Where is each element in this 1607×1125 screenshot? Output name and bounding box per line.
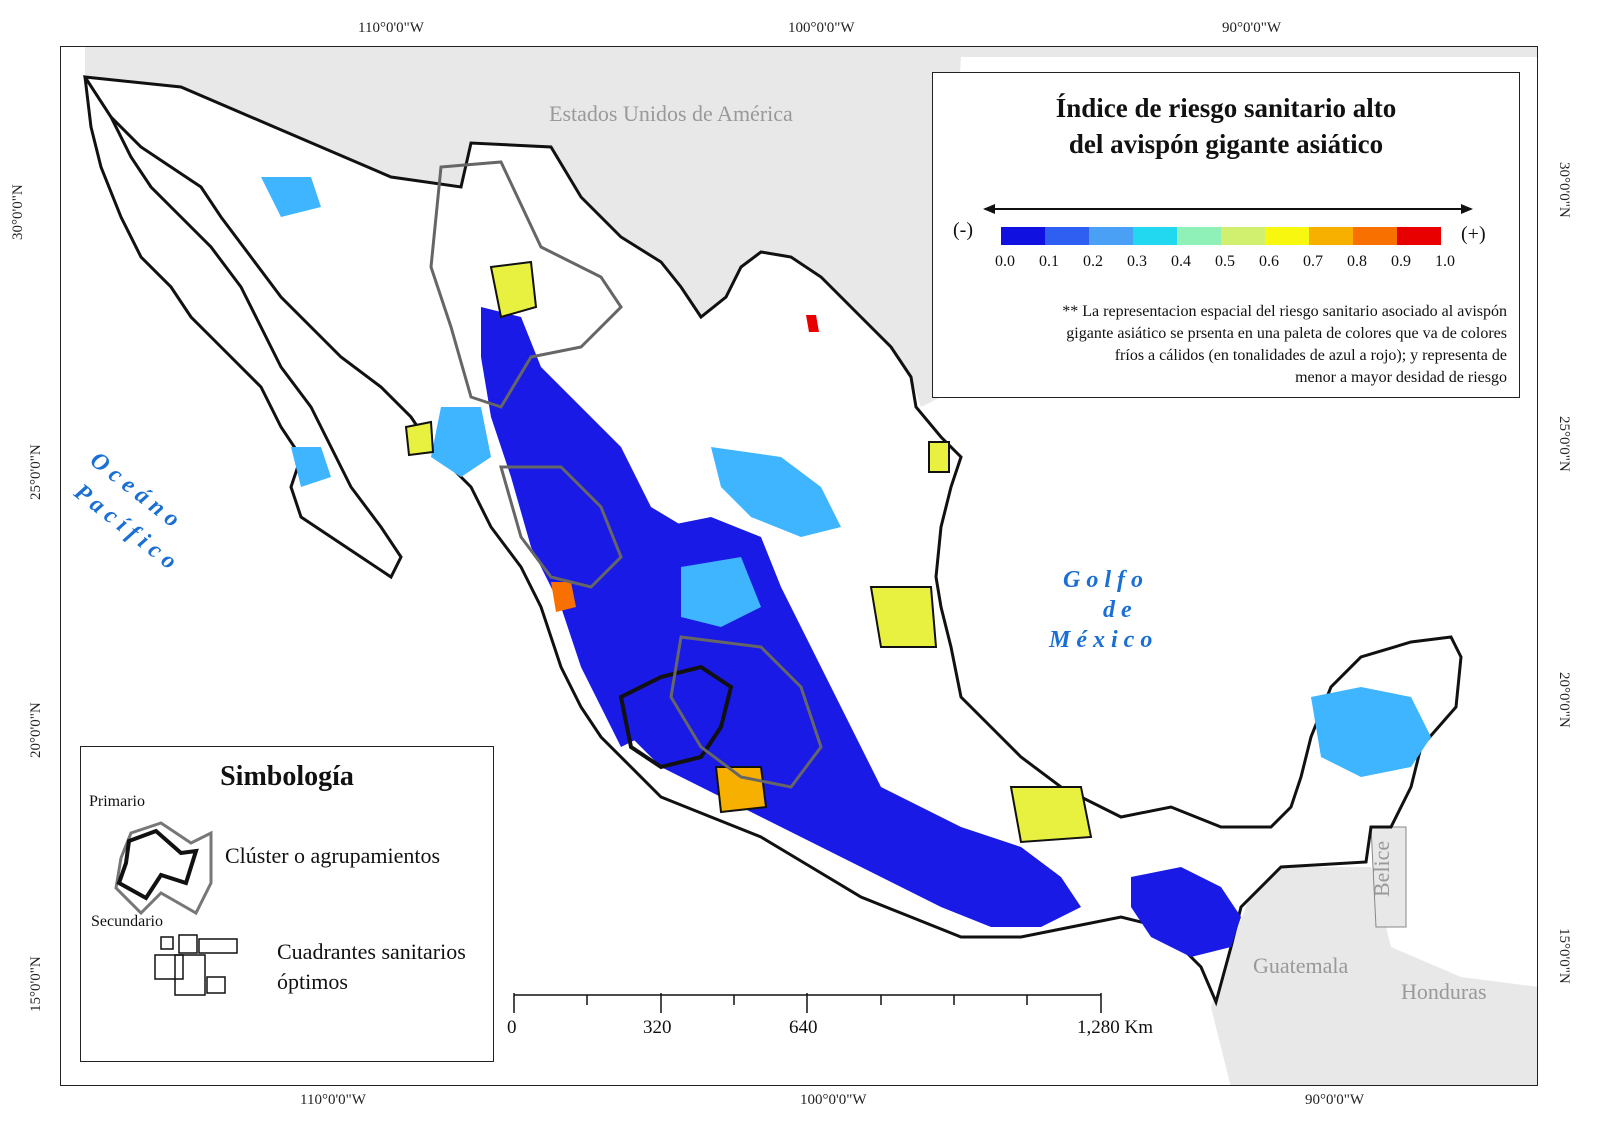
symbology-quadrants-line2: óptimos: [277, 969, 348, 994]
graticule-left-15: 15°0'0"N: [28, 956, 44, 1012]
belize-shape: [1370, 826, 1407, 928]
legend-title-line2: del avispón gigante asiático: [1068, 129, 1384, 159]
symbology-secondary: Secundario: [91, 913, 163, 930]
risk-blue-central: [631, 517, 1081, 927]
risk-layer: [261, 177, 1431, 957]
graticule-right-20: 20°0'0"N: [1556, 672, 1572, 728]
ramp-tick-0: 0.0: [995, 253, 1015, 270]
graticule-bottom-100: 100°0'0"W: [800, 1092, 867, 1108]
graticule-left-30: 30°0'0"N: [10, 184, 26, 240]
label-gulf-3: M é x i c o: [1049, 627, 1153, 653]
note-line-2: gigante asiático se prsenta en una palet…: [1066, 325, 1507, 342]
symbology-heading: Simbología: [220, 761, 354, 792]
ramp-tick-5: 0.5: [1215, 253, 1235, 270]
ramp-tick-9: 0.9: [1391, 253, 1411, 270]
symbology-quadrants-line1: Cuadrantes sanitarios: [277, 939, 466, 964]
risk-yellow-tamaulipas: [928, 441, 950, 473]
guatemala-shape: [1211, 867, 1537, 1085]
label-usa: Estados Unidos de América: [549, 101, 793, 126]
scale-label-0: 0: [507, 1017, 517, 1038]
risk-yellow-sinaloa: [404, 420, 435, 457]
graticule-top-90: 90°0'0"W: [1222, 20, 1281, 36]
label-honduras: Honduras: [1401, 979, 1487, 1004]
quadrant-symbol: [154, 934, 238, 996]
legend-title-line1: Índice de riesgo sanitario alto: [1055, 93, 1397, 123]
risk-cyan-north: [261, 177, 321, 217]
label-guatemala: Guatemala: [1253, 953, 1349, 978]
graticule-left-25: 25°0'0"N: [28, 444, 44, 500]
symbology-cluster-label: Clúster o agrupamientos: [225, 843, 441, 868]
gradient-arrow: [983, 204, 1473, 214]
risk-cyan-durango: [681, 557, 761, 627]
scale-label-1280: 1,280 Km: [1077, 1017, 1153, 1038]
note-line-4: menor a mayor desidad de riesgo: [1295, 369, 1507, 386]
label-gulf-2: d e: [1103, 597, 1132, 623]
risk-orange-nayarit: [551, 582, 576, 612]
legend-note: ** La representacion espacial del riesgo…: [947, 301, 1507, 389]
ramp-swatch-0: [1001, 227, 1045, 245]
graticule-bottom-90: 90°0'0"W: [1305, 1092, 1364, 1108]
ramp-tick-4: 0.4: [1171, 253, 1191, 270]
risk-yellow-chihuahua: [489, 260, 538, 319]
scale-label-640: 640: [789, 1017, 818, 1038]
ramp-swatch-7: [1309, 227, 1353, 245]
ramp-tick-6: 0.6: [1259, 253, 1279, 270]
ramp-swatch-1: [1045, 227, 1089, 245]
graticule-left-20: 20°0'0"N: [28, 702, 44, 758]
label-gulf-1: G o l f o: [1063, 567, 1143, 593]
note-line-1: ** La representacion espacial del riesgo…: [1062, 303, 1507, 320]
ramp-swatch-8: [1353, 227, 1397, 245]
risk-cyan-baja: [291, 447, 331, 487]
risk-cyan-ne: [711, 447, 841, 537]
ramp-swatch-3: [1133, 227, 1177, 245]
graticule-right-25: 25°0'0"N: [1556, 416, 1572, 472]
scale-label-320: 320: [643, 1017, 672, 1038]
ramp-swatch-4: [1177, 227, 1221, 245]
scale-bar: [513, 993, 1102, 1013]
risk-yellow-tabasco: [1009, 786, 1093, 844]
note-line-3: fríos a cálidos (en tonalidades de azul …: [1114, 347, 1507, 364]
graticule-right-30: 30°0'0"N: [1556, 162, 1572, 218]
risk-blue-oaxaca: [1131, 867, 1241, 957]
ramp-swatch-9: [1397, 227, 1441, 245]
usa-shape: [85, 47, 1537, 407]
risk-cyan-sonora: [431, 407, 491, 477]
label-belize: Belice: [1369, 840, 1394, 897]
graticule-top-100: 100°0'0"W: [788, 20, 855, 36]
ramp-tick-8: 0.8: [1347, 253, 1367, 270]
cluster-secondary-3: [669, 635, 823, 789]
graticule-bottom-110: 110°0'0"W: [300, 1092, 366, 1108]
ramp-tick-10: 1.0: [1435, 253, 1455, 270]
ramp-minus: (-): [953, 219, 973, 241]
graticule-top-110: 110°0'0"W: [358, 20, 424, 36]
ramp-swatch-2: [1089, 227, 1133, 245]
ramp-swatch-6: [1265, 227, 1309, 245]
ramp-tick-7: 0.7: [1303, 253, 1323, 270]
map-canvas: [82, 47, 1537, 1085]
cluster-secondary-2: [499, 465, 623, 589]
risk-red-coast: [806, 315, 819, 332]
risk-yellow-michoacan: [714, 766, 768, 814]
risk-yellow-veracruz: [869, 586, 938, 648]
risk-index-legend: Índice de riesgo sanitario alto del avis…: [932, 72, 1520, 398]
ramp-tick-2: 0.2: [1083, 253, 1103, 270]
graticule-right-15: 15°0'0"N: [1556, 928, 1572, 984]
ramp-swatch-5: [1221, 227, 1265, 245]
ramp-tick-3: 0.3: [1127, 253, 1147, 270]
cluster-symbol: [114, 821, 213, 916]
symbology-primary: Primario: [89, 793, 145, 810]
risk-cyan-yucatan: [1311, 687, 1431, 777]
cluster-secondary-1: [429, 160, 623, 409]
ramp-tick-1: 0.1: [1039, 253, 1059, 270]
ramp-plus: (+): [1461, 223, 1486, 245]
symbology-legend: Simbología Primario Clúster o agrupamien…: [80, 746, 494, 1062]
